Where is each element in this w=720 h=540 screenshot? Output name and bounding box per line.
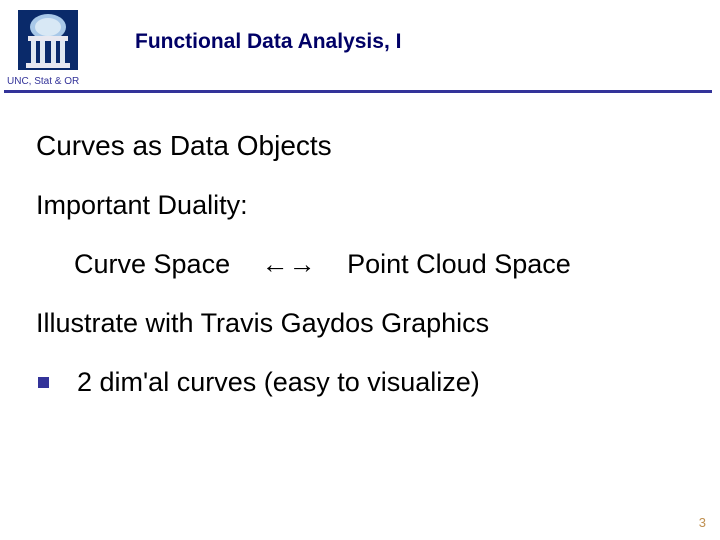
duality-label: Important Duality: — [36, 190, 690, 221]
content-heading: Curves as Data Objects — [36, 130, 690, 162]
header-divider — [4, 90, 712, 93]
right-space-label: Point Cloud Space — [347, 249, 571, 279]
bullet-item: 2 dim'al curves (easy to visualize) — [36, 367, 690, 398]
arrow-icon: ←→ — [238, 249, 340, 280]
duality-row: Curve Space ←→ Point Cloud Space — [36, 249, 690, 280]
slide-header: Functional Data Analysis, I UNC, Stat & … — [0, 0, 720, 95]
left-space-label: Curve Space — [74, 249, 230, 279]
illustrate-text: Illustrate with Travis Gaydos Graphics — [36, 308, 690, 339]
unc-logo-icon — [18, 10, 78, 70]
institution-label: UNC, Stat & OR — [2, 76, 84, 87]
bullet-text: 2 dim'al curves (easy to visualize) — [77, 367, 480, 398]
slide-title: Functional Data Analysis, I — [135, 30, 401, 54]
slide-content: Curves as Data Objects Important Duality… — [36, 130, 690, 398]
page-number: 3 — [699, 515, 706, 530]
bullet-icon — [38, 377, 49, 388]
